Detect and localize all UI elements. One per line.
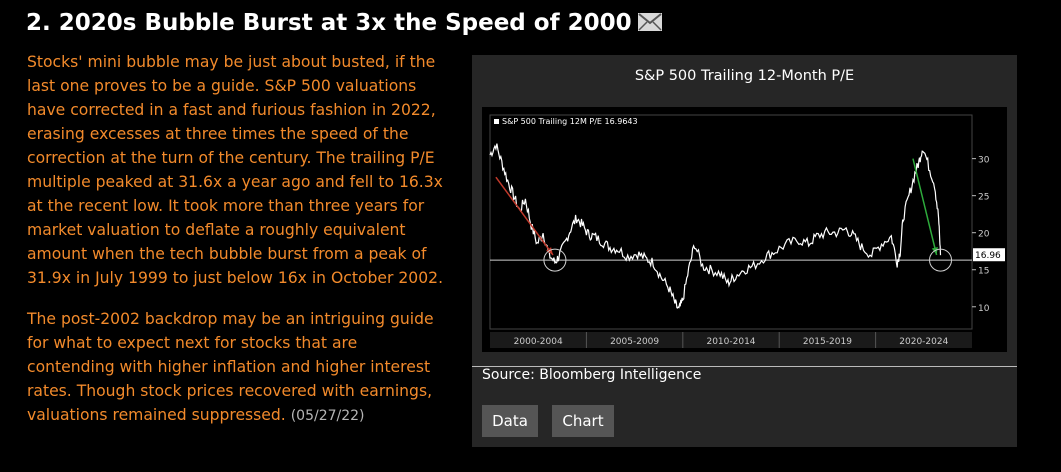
highlight-circle: [543, 248, 567, 272]
x-tick-label: 2010-2014: [706, 337, 755, 347]
x-tick-label: 2005-2009: [610, 337, 659, 347]
y-tick-label: 20: [978, 230, 990, 240]
x-tick-label: 2000-2004: [514, 337, 563, 347]
green-arrow-line: [912, 158, 938, 256]
y-tick-label: 25: [978, 193, 989, 203]
y-tick-label: 15: [978, 267, 989, 277]
article-paragraph-2-text: The post-2002 backdrop may be an intrigu…: [27, 310, 434, 424]
pe-chart: 10 15 20 25 30 16.96 S&P 500 Trailing 12M P/E …: [489, 114, 1005, 348]
chart-panel: S&P 500 Trailing 12-Month P/E 10 15 20 25 30…: [472, 55, 1017, 447]
last-value-label: 16.96: [975, 251, 1001, 261]
last-value-box: [973, 248, 1005, 262]
chart-panel-title: S&P 500 Trailing 12-Month P/E: [634, 68, 855, 84]
plot-frame: [489, 114, 973, 330]
article-date: (05/27/22): [290, 408, 365, 424]
article-title: 2. 2020s Bubble Burst at 3x the Speed of…: [26, 10, 662, 37]
data-button[interactable]: Data: [482, 405, 538, 437]
article-paragraph-1: Stocks' mini bubble may be just about bu…: [27, 53, 444, 287]
y-tick-label: 30: [978, 156, 990, 166]
envelope-icon[interactable]: [637, 11, 662, 37]
x-tick-label: 2015-2019: [803, 337, 852, 347]
x-tick-label: 2020-2024: [899, 337, 948, 347]
y-tick-label: 10: [978, 304, 990, 314]
chart-button[interactable]: Chart: [552, 405, 614, 437]
article-paragraph-2: The post-2002 backdrop may be an intrigu…: [27, 307, 447, 428]
red-arrow-line: [495, 176, 554, 256]
article-title-text: 2. 2020s Bubble Burst at 3x the Speed of…: [26, 10, 632, 36]
next-section-peek: [26, 462, 566, 472]
highlight-circle: [929, 248, 953, 272]
pe-series-line: [489, 143, 942, 309]
source-divider: [472, 366, 1017, 367]
x-axis-bar: [490, 332, 972, 348]
legend-swatch: [494, 119, 499, 124]
chart-image: 10 15 20 25 30 16.96 S&P 500 Trailing 12M P/E …: [482, 107, 1007, 352]
legend-label: S&P 500 Trailing 12M P/E 16.9643: [502, 117, 638, 126]
chart-source: Source: Bloomberg Intelligence: [482, 367, 702, 383]
